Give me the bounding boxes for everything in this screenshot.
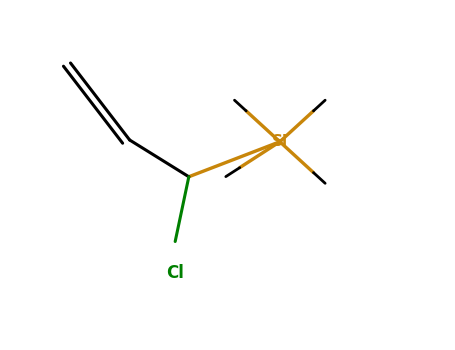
- Text: Cl: Cl: [166, 264, 184, 282]
- Text: Si: Si: [272, 134, 288, 149]
